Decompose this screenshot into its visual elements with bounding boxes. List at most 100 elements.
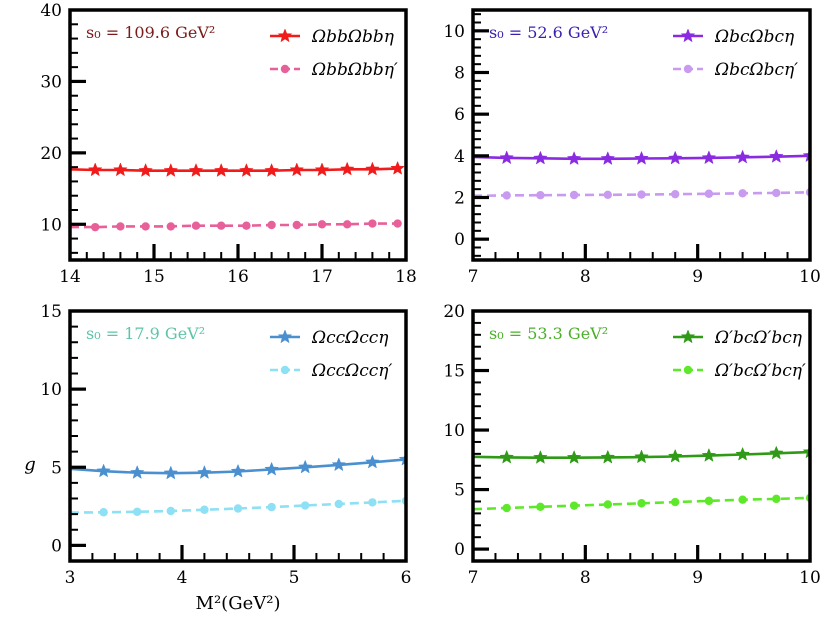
x-tick-label: 18 (395, 267, 417, 287)
data-point (339, 161, 355, 176)
plot-area (70, 160, 405, 232)
s0-annotation: s₀ = 109.6 GeV² (86, 23, 215, 42)
data-point (603, 500, 612, 509)
data-point (533, 150, 548, 165)
y-tick-label: 0 (454, 230, 465, 250)
panel-top-left: 14 15 16 17 18 10 20 30 40 s₀ = 109.6 GeV² ΩbbΩbbη… (40, 1, 416, 287)
data-point (502, 503, 511, 513)
plot-frame (68, 309, 408, 563)
y-tick-label: 40 (40, 1, 62, 21)
data-point (393, 219, 402, 228)
legend-marker (280, 365, 290, 375)
data-point (768, 149, 784, 163)
data-point (671, 497, 680, 507)
data-point (141, 222, 150, 231)
data-point (242, 221, 251, 230)
legend-marker (277, 329, 293, 344)
data-point (667, 448, 683, 463)
panel-bottom-right: 7 8 9 10 0 5 10 15 20 s₀ = 53.3 GeV² Ω′bcΩ′bcη Ω′bc… (443, 302, 820, 588)
x-tick-label: 9 (692, 568, 703, 588)
data-point (499, 449, 515, 464)
legend-label: ΩccΩccη′ (311, 361, 392, 381)
x-tick-label: 7 (468, 568, 479, 588)
legend-label: Ω′bcΩ′bcη (714, 328, 803, 348)
data-point (536, 502, 545, 512)
data-point (735, 446, 750, 461)
y-tick-label: 2 (454, 189, 465, 209)
data-point (365, 161, 380, 176)
legend-marker (680, 28, 696, 43)
data-point (91, 222, 100, 232)
x-tick-label: 6 (401, 568, 412, 588)
data-point (289, 162, 305, 177)
legend-label: ΩbbΩbbη (311, 27, 395, 47)
data-point (200, 505, 209, 514)
data-point (735, 149, 750, 164)
data-point (99, 508, 108, 517)
data-point (197, 465, 212, 479)
x-tick-label: 5 (289, 568, 300, 588)
data-point (163, 465, 179, 480)
legend-marker (683, 64, 693, 74)
data-point (267, 220, 276, 230)
data-point (637, 499, 646, 508)
legend-marker (683, 365, 693, 375)
data-point (217, 221, 226, 230)
x-tick-label: 10 (799, 568, 821, 588)
data-point (188, 163, 204, 177)
data-point (267, 502, 276, 512)
x-tick-label: 15 (143, 267, 165, 287)
y-tick-label: 5 (51, 458, 62, 478)
data-point (230, 463, 246, 478)
data-point (96, 463, 111, 478)
s0-annotation: s₀ = 53.3 GeV² (489, 324, 608, 343)
legend-entry: ΩbcΩbcη′ (673, 60, 798, 80)
series-line-1 (70, 222, 398, 229)
y-axis-label: g (24, 454, 36, 475)
data-point (166, 506, 175, 516)
y-tick-label: 10 (443, 22, 465, 42)
data-point (600, 151, 616, 165)
legend-marker (280, 64, 290, 74)
s0-annotation: s₀ = 17.9 GeV² (86, 324, 205, 343)
plot-area (473, 444, 810, 513)
data-point (701, 150, 717, 165)
legend-label: ΩbcΩbcη (714, 27, 795, 47)
data-point (768, 445, 784, 460)
data-point (368, 219, 377, 228)
data-point (191, 221, 201, 230)
y-tick-label: 10 (40, 380, 62, 400)
data-point (239, 163, 254, 177)
data-point (603, 190, 612, 199)
data-point (343, 220, 352, 229)
data-point (297, 459, 313, 474)
data-point (533, 450, 548, 464)
data-point (264, 461, 279, 476)
data-point (138, 163, 153, 177)
data-point (390, 160, 405, 175)
data-point (129, 465, 145, 479)
legend-label: ΩbbΩbbη′ (311, 60, 398, 80)
data-point (566, 450, 582, 464)
data-point (317, 220, 327, 229)
s0-annotation: s₀ = 52.6 GeV² (489, 23, 608, 42)
y-tick-label: 15 (443, 362, 465, 382)
data-point (133, 507, 142, 516)
data-point (163, 163, 179, 177)
data-point (301, 501, 310, 510)
data-point (637, 190, 646, 199)
y-tick-label: 8 (454, 64, 465, 84)
data-point (738, 495, 747, 504)
y-tick-label: 20 (40, 144, 62, 164)
plot-frame (471, 8, 812, 262)
y-tick-label: 15 (40, 302, 62, 322)
y-tick-label: 4 (454, 147, 465, 167)
plot-frame (471, 309, 812, 563)
data-point (701, 447, 717, 462)
x-tick-label: 17 (311, 267, 333, 287)
legend-entry: ΩbbΩbbη′ (270, 60, 398, 80)
data-point (87, 162, 103, 177)
data-point (331, 457, 347, 472)
y-tick-label: 0 (51, 536, 62, 556)
data-point (566, 151, 582, 165)
